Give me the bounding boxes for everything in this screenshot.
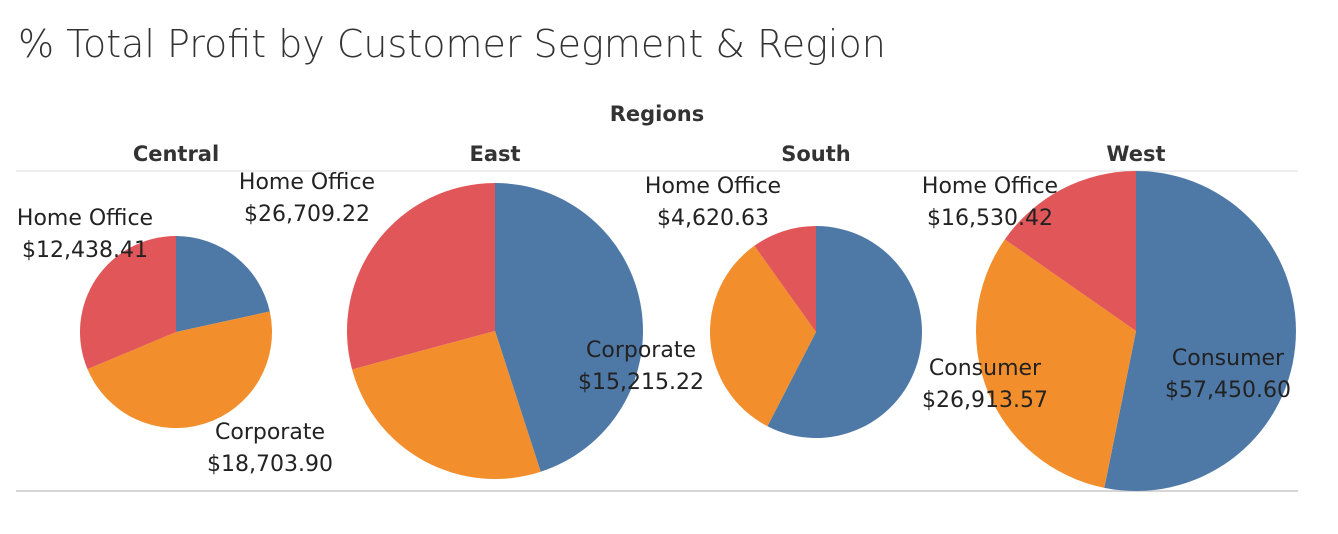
- pie-slice-east-consumer[interactable]: [495, 183, 643, 472]
- slice-label-segment: Corporate: [215, 420, 325, 445]
- pie-slice-south-home-office[interactable]: [754, 226, 816, 332]
- slice-label-value: $15,215.22: [578, 370, 704, 395]
- slice-labels: Home Office $12,438.41 Corporate $18,703.90…: [17, 170, 1291, 477]
- slice-label-segment: Home Office: [645, 174, 781, 199]
- pie-slice-west-corporate[interactable]: [975, 239, 1136, 488]
- slice-label-segment: Consumer: [1172, 346, 1285, 371]
- slice-label-value: $26,913.57: [922, 388, 1048, 413]
- pie-slice-east-home-office[interactable]: [346, 183, 495, 370]
- region-header-west: West: [1106, 142, 1165, 166]
- pie-slice-west-consumer[interactable]: [1104, 171, 1296, 491]
- region-header-south: South: [781, 142, 851, 166]
- slice-label-value: $57,450.60: [1165, 378, 1291, 403]
- slice-label-5: Home Office $16,530.42: [922, 174, 1058, 231]
- slice-label-segment: Corporate: [586, 338, 696, 363]
- pie-slice-south-consumer[interactable]: [767, 226, 923, 438]
- slice-label-1: Corporate $18,703.90: [207, 420, 333, 477]
- slice-label-6: Consumer $26,913.57: [922, 356, 1048, 413]
- slice-label-segment: Home Office: [17, 206, 153, 231]
- pie-slice-south-corporate[interactable]: [709, 245, 816, 427]
- slice-label-value: $4,620.63: [657, 206, 769, 231]
- pie-slice-central-consumer[interactable]: [176, 236, 270, 332]
- slice-label-value: $16,530.42: [927, 206, 1053, 231]
- slice-label-4: Corporate $15,215.22: [578, 338, 704, 395]
- column-header-regions: Regions: [610, 102, 705, 126]
- slice-label-value: $18,703.90: [207, 452, 333, 477]
- pie-slice-west-home-office[interactable]: [1004, 171, 1136, 331]
- pie-slice-central-corporate[interactable]: [87, 311, 273, 429]
- slice-label-value: $12,438.41: [22, 238, 148, 263]
- slice-label-segment: Home Office: [922, 174, 1058, 199]
- slice-label-0: Home Office $12,438.41: [17, 206, 153, 263]
- slice-label-value: $26,709.22: [244, 202, 370, 227]
- region-header-east: East: [469, 142, 520, 166]
- region-headers: Central East South West: [133, 142, 1166, 166]
- pie-slice-central-home-office[interactable]: [79, 236, 176, 370]
- slice-label-segment: Consumer: [929, 356, 1042, 381]
- region-header-central: Central: [133, 142, 219, 166]
- pies: [79, 171, 1296, 491]
- slice-label-3: Home Office $4,620.63: [645, 174, 781, 231]
- chart-title: % Total Profit by Customer Segment & Reg…: [18, 22, 886, 66]
- slice-label-7: Consumer $57,450.60: [1165, 346, 1291, 403]
- pie-slice-east-corporate[interactable]: [352, 331, 541, 479]
- slice-label-segment: Home Office: [239, 170, 375, 195]
- slice-label-2: Home Office $26,709.22: [239, 170, 375, 227]
